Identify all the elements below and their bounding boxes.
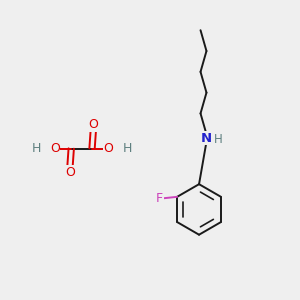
Text: N: N [201, 132, 212, 145]
Text: H: H [32, 142, 41, 155]
Text: O: O [103, 142, 113, 155]
Text: F: F [156, 192, 163, 205]
Text: H: H [122, 142, 132, 155]
Text: O: O [88, 118, 98, 131]
Text: H: H [213, 133, 222, 146]
Text: O: O [65, 166, 75, 179]
Text: O: O [50, 142, 60, 155]
